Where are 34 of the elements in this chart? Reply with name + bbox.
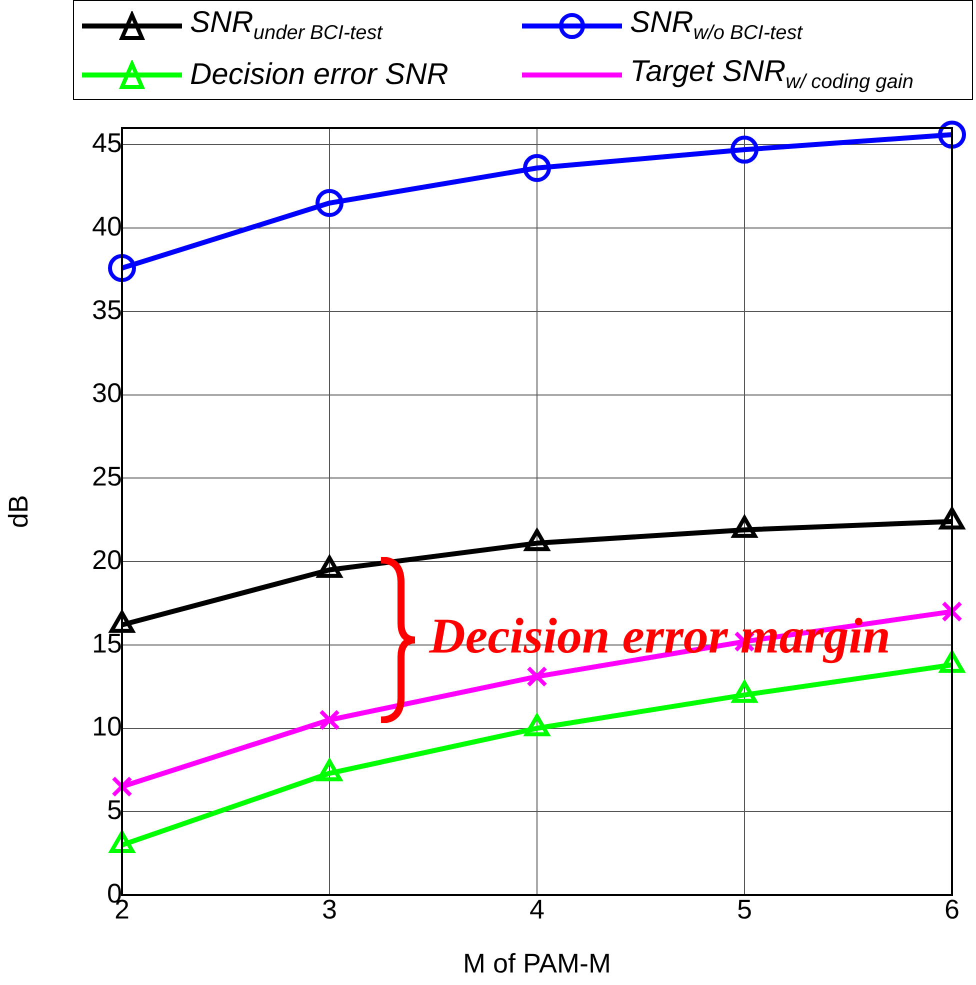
y-tick-label: 15 bbox=[92, 628, 122, 658]
point bbox=[110, 830, 134, 853]
y-tick-label: 25 bbox=[92, 462, 122, 492]
y-tick-label: 30 bbox=[92, 378, 122, 408]
y-tick-label: 20 bbox=[92, 544, 122, 575]
x-axis-title: M of PAM-M bbox=[463, 948, 611, 978]
legend-label: SNR$_{w/o BCI-test}$ bbox=[630, 6, 802, 45]
point bbox=[523, 154, 551, 182]
point bbox=[316, 189, 344, 218]
y-tick-label: 40 bbox=[92, 211, 122, 242]
point bbox=[730, 136, 758, 164]
point bbox=[732, 516, 757, 538]
x-tick-label: 3 bbox=[322, 894, 338, 925]
point bbox=[524, 714, 550, 736]
point bbox=[940, 508, 964, 530]
legend-label: Decision error SNR bbox=[190, 58, 448, 92]
x-tick-label: 5 bbox=[736, 894, 752, 925]
y-tick-label: 10 bbox=[92, 712, 122, 742]
y-tick-label: 5 bbox=[106, 795, 122, 826]
x-tick-label: 6 bbox=[944, 894, 960, 925]
point bbox=[940, 650, 964, 673]
x-tick-label: 4 bbox=[529, 894, 545, 925]
y-axis-title: dB bbox=[4, 494, 34, 528]
y-tick-label: 45 bbox=[92, 128, 122, 158]
legend-label: SNR$_{under BCI-test}$ bbox=[190, 6, 382, 45]
point bbox=[110, 610, 134, 633]
point bbox=[108, 254, 136, 282]
point bbox=[317, 759, 342, 782]
point bbox=[524, 529, 550, 552]
point bbox=[317, 556, 342, 578]
point bbox=[732, 680, 757, 703]
point bbox=[938, 120, 966, 149]
y-tick-label: 35 bbox=[92, 294, 122, 325]
legend-label: Target SNR$_{w/ coding gain}$ bbox=[630, 55, 914, 94]
